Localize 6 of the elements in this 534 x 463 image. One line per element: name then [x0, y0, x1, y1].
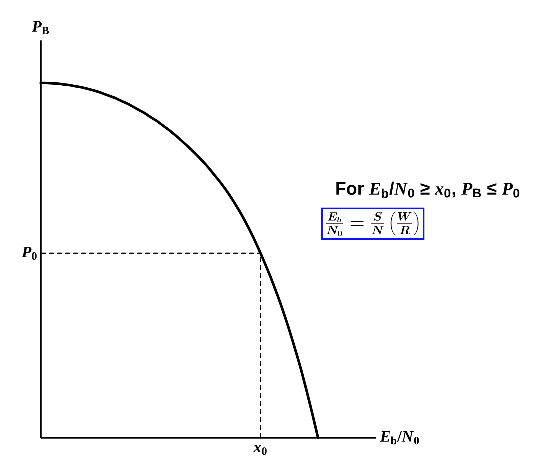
text: x$_{0}$ — [254, 445, 267, 456]
y-axis-title: P$_{B}$ — [32, 21, 50, 34]
annotation: $\frac{E_b}{N_0} = \frac{S}{N}\left(\frac{W}{R}\right)$ — [326, 212, 419, 236]
x-axis-title: E$_{b}$/N$_{0}$ — [380, 431, 420, 445]
ref-line-label: P$_{0}$ — [22, 246, 37, 260]
text: For E$_{b}$/N$_{0}$ ≥ x$_{0}$, P$_{B}$ ≤ P$_{0}$ — [336, 182, 520, 198]
